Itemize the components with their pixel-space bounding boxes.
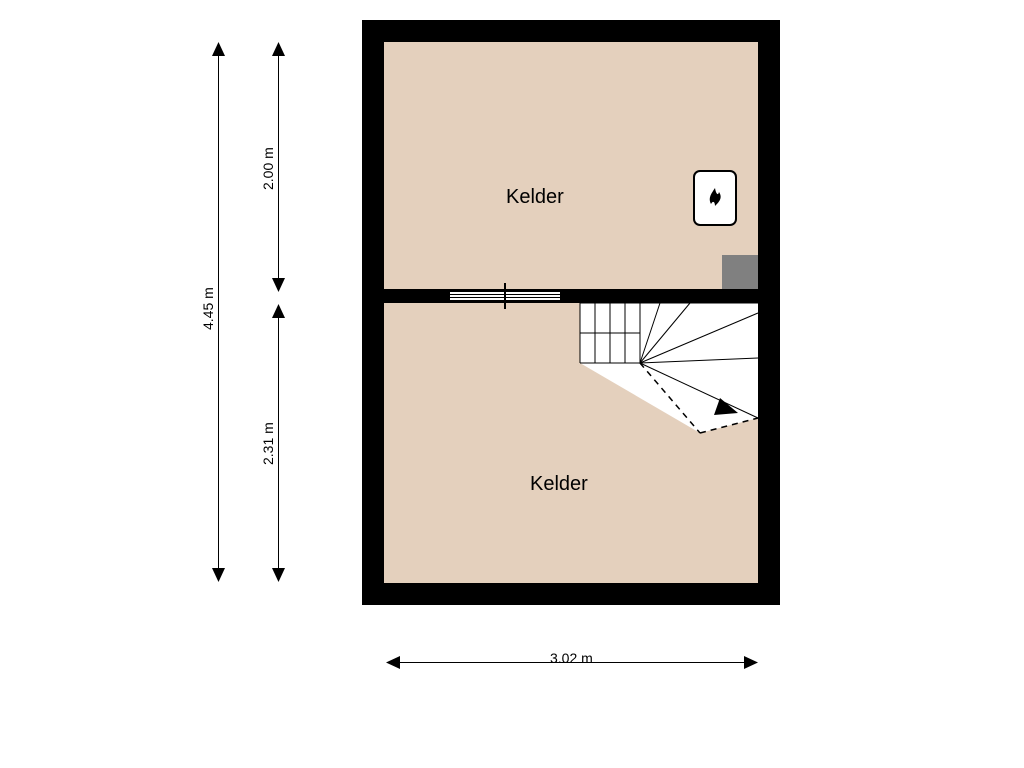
stairs — [580, 303, 758, 433]
divider-wall-left — [384, 289, 450, 303]
dim-upper-height-arrow-bot — [272, 278, 285, 292]
dim-upper-height-label: 2.00 m — [260, 147, 276, 190]
room-label-upper: Kelder — [506, 186, 564, 209]
dim-total-height-arrow-top — [212, 42, 225, 56]
dim-width-arrow-right — [744, 656, 758, 669]
dim-lower-height-label: 2.31 m — [260, 422, 276, 465]
dim-width-arrow-left — [386, 656, 400, 669]
dim-total-height-arrow-bot — [212, 568, 225, 582]
dim-upper-height-arrow-top — [272, 42, 285, 56]
boiler-icon — [693, 170, 737, 226]
room-label-lower: Kelder — [530, 473, 588, 496]
floorplan-canvas: Kelder Kelder 4.45 m 2.00 m 2.31 m 3.02 … — [0, 0, 1024, 768]
dim-total-height-label: 4.45 m — [200, 287, 216, 330]
dim-upper-height-line — [278, 48, 279, 286]
dim-lower-height-arrow-bot — [272, 568, 285, 582]
pillar-block — [722, 255, 758, 289]
dim-total-height-line — [218, 48, 219, 576]
divider-wall-right — [560, 289, 758, 303]
dim-width-label: 3.02 m — [550, 650, 593, 666]
dim-lower-height-arrow-top — [272, 304, 285, 318]
dim-lower-height-line — [278, 310, 279, 576]
door-tick — [504, 283, 506, 309]
